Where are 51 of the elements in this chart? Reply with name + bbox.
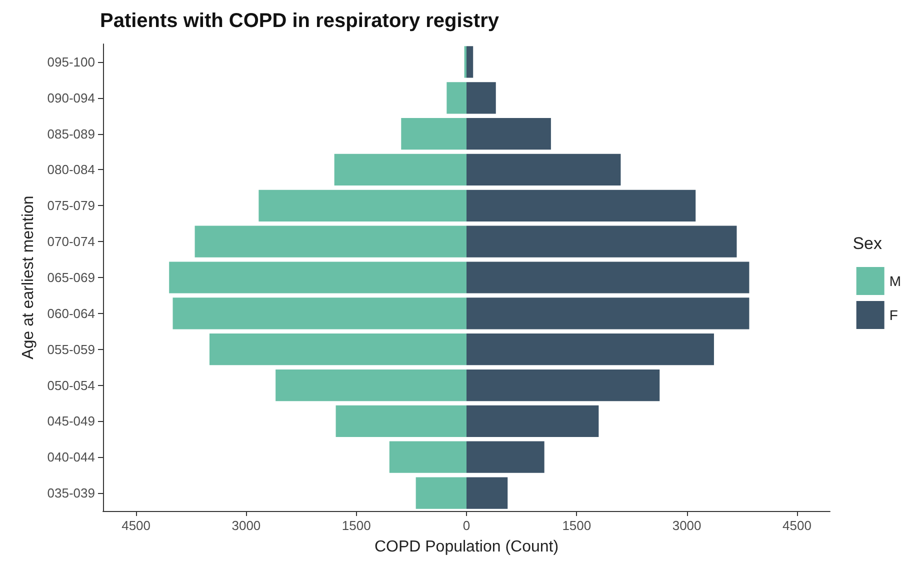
y-tick-label: 085-089 xyxy=(47,126,95,142)
bar xyxy=(334,154,466,186)
y-tick-label: 080-084 xyxy=(47,162,95,178)
y-tick-label: 070-074 xyxy=(47,234,95,250)
y-tick-label: 040-044 xyxy=(47,450,95,465)
y-tick-label: 035-039 xyxy=(47,486,95,501)
x-tick-label: 0 xyxy=(462,518,470,533)
x-tick-label: 3000 xyxy=(672,518,702,533)
bar xyxy=(466,46,474,78)
bar xyxy=(401,118,466,150)
y-tick-label: 045-049 xyxy=(47,414,95,429)
bar xyxy=(389,441,466,473)
y-axis-title: Age at earliest mention xyxy=(20,196,37,360)
y-tick-label: 055-059 xyxy=(47,342,95,357)
y-tick-label: 060-064 xyxy=(47,306,95,321)
legend-title: Sex xyxy=(852,234,882,253)
bar xyxy=(194,226,466,258)
y-tick-label: 090-094 xyxy=(47,90,95,106)
y-tick-label: 075-079 xyxy=(47,198,95,214)
x-tick-label: 4500 xyxy=(122,518,151,533)
y-tick-label: 050-054 xyxy=(47,378,95,393)
bar xyxy=(169,262,466,294)
bar xyxy=(336,405,466,437)
x-tick-label: 4500 xyxy=(782,518,812,533)
x-tick-label: 1500 xyxy=(342,518,371,533)
bar xyxy=(466,477,508,509)
bar xyxy=(466,405,599,437)
bar xyxy=(466,154,621,186)
y-tick-label: 065-069 xyxy=(47,270,95,285)
bar xyxy=(258,190,466,222)
x-tick-label: 1500 xyxy=(562,518,592,533)
bar xyxy=(466,82,496,114)
bar xyxy=(466,190,696,222)
legend-label: F xyxy=(889,307,898,323)
chart-title: Patients with COPD in respiratory registry xyxy=(100,10,500,32)
bar xyxy=(446,82,466,114)
x-tick-label: 3000 xyxy=(232,518,261,533)
bar xyxy=(466,298,750,330)
y-tick-label: 095-100 xyxy=(47,54,95,70)
bar xyxy=(416,477,466,509)
bar xyxy=(466,369,660,402)
bar xyxy=(466,441,544,473)
legend-label: M xyxy=(889,273,902,289)
bar xyxy=(209,334,466,366)
bar xyxy=(172,298,466,330)
bar xyxy=(466,334,714,366)
bar xyxy=(466,226,737,258)
bar xyxy=(466,262,750,294)
bar xyxy=(466,118,551,150)
bar xyxy=(276,369,466,402)
x-axis-title: COPD Population (Count) xyxy=(374,538,559,556)
